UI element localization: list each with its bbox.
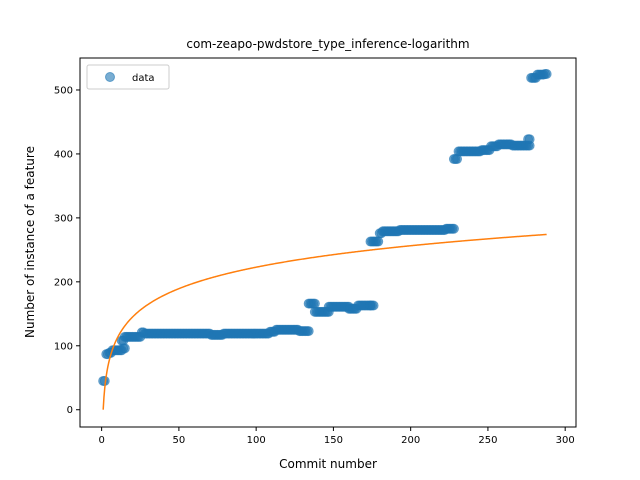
y-tick-label: 0 bbox=[67, 405, 73, 416]
y-tick-label: 200 bbox=[54, 277, 73, 288]
x-tick-label: 50 bbox=[173, 435, 186, 446]
y-tick-label: 100 bbox=[54, 341, 73, 352]
x-axis-ticks: 0 50 100 150 200 250 300 bbox=[98, 427, 575, 446]
data-point bbox=[524, 134, 535, 145]
x-tick-label: 250 bbox=[478, 435, 497, 446]
y-axis-ticks: 0 100 200 300 400 500 bbox=[54, 85, 80, 416]
data-point bbox=[448, 223, 459, 234]
y-tick-label: 400 bbox=[54, 149, 73, 160]
data-points bbox=[98, 68, 552, 386]
data-point bbox=[368, 300, 379, 311]
legend-box bbox=[86, 64, 170, 90]
data-point bbox=[303, 326, 314, 337]
data-point bbox=[541, 68, 552, 79]
x-tick-label: 150 bbox=[324, 435, 343, 446]
x-tick-label: 0 bbox=[98, 435, 104, 446]
data-point bbox=[373, 236, 384, 247]
y-tick-label: 300 bbox=[54, 213, 73, 224]
log-fit-line bbox=[102, 233, 547, 410]
data-point bbox=[309, 298, 320, 309]
x-tick-label: 300 bbox=[556, 435, 575, 446]
legend-label-data: data bbox=[132, 73, 155, 84]
plot-area bbox=[98, 68, 552, 410]
y-axis-label: Number of instance of a feature bbox=[23, 146, 37, 338]
chart-title: com-zeapo-pwdstore_type_inference-logari… bbox=[186, 37, 469, 51]
plot-frame bbox=[79, 57, 577, 428]
legend-marker-data bbox=[105, 72, 115, 82]
y-tick-label: 500 bbox=[54, 85, 73, 96]
x-tick-label: 200 bbox=[401, 435, 420, 446]
x-axis-label: Commit number bbox=[279, 457, 377, 471]
legend: data bbox=[86, 64, 170, 90]
x-tick-label: 100 bbox=[247, 435, 266, 446]
